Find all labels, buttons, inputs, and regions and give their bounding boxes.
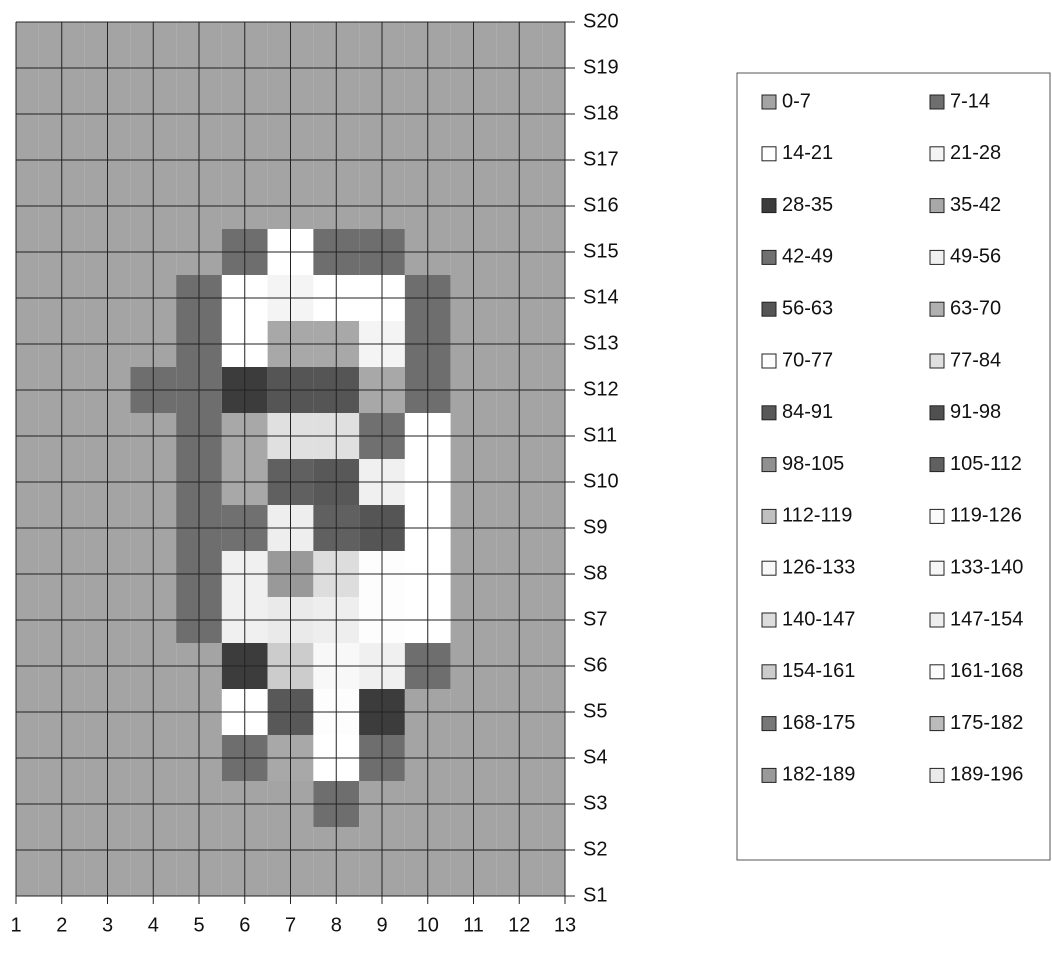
y-tick-label: S15 [583,240,619,262]
y-tick-label: S5 [583,700,607,722]
legend-label: 182-189 [782,764,855,786]
y-tick-label: S14 [583,286,619,308]
y-tick-label: S12 [583,378,619,400]
y-tick-label: S13 [583,332,619,354]
legend-label: 35-42 [950,194,1001,216]
y-tick-label: S10 [583,470,619,492]
legend-swatch [929,716,945,732]
legend-swatch [929,767,945,783]
y-tick-label: S16 [583,194,619,216]
y-tick-label: S1 [583,884,607,906]
legend-label: 42-49 [782,246,833,268]
legend-swatch [761,767,777,783]
legend-label: 154-161 [782,660,855,682]
legend-swatch [929,457,945,473]
legend-swatch [761,457,777,473]
y-tick-label: S2 [583,838,607,860]
legend-label: 77-84 [950,349,1001,371]
legend-label: 126-133 [782,556,855,578]
legend-label: 98-105 [782,453,844,475]
x-tick-label: 4 [148,914,159,936]
legend-label: 147-154 [950,608,1023,630]
x-tick-label: 3 [102,914,113,936]
y-tick-label: S6 [583,654,607,676]
legend-label: 133-140 [950,556,1023,578]
legend-swatch [929,405,945,421]
legend-label: 56-63 [782,297,833,319]
x-tick-label: 5 [193,914,204,936]
legend-label: 161-168 [950,660,1023,682]
contour-cell [542,873,565,896]
legend-label: 21-28 [950,142,1001,164]
legend-swatch [929,612,945,628]
legend-swatch [761,198,777,214]
legend-label: 84-91 [782,401,833,423]
legend-swatch [761,94,777,110]
legend-swatch [929,198,945,214]
legend-label: 112-119 [782,505,852,527]
legend-swatch [761,612,777,628]
contour-cell [16,873,39,896]
legend-label: 14-21 [782,142,833,164]
legend-swatch [929,560,945,576]
y-tick-label: S9 [583,516,607,538]
legend-label: 168-175 [782,712,855,734]
legend-swatch [761,146,777,162]
y-tick-label: S19 [583,56,619,78]
legend-label: 49-56 [950,246,1001,268]
legend-swatch [761,249,777,265]
x-tick-label: 6 [239,914,250,936]
x-tick-label: 13 [554,914,576,936]
legend-swatch [761,405,777,421]
x-tick-label: 1 [10,914,21,936]
legend-label: 7-14 [950,90,990,112]
legend-label: 70-77 [782,349,833,371]
legend-swatch [929,664,945,680]
y-tick-label: S3 [583,792,607,814]
legend-swatch [929,94,945,110]
legend-label: 119-126 [950,505,1022,527]
legend-swatch [761,353,777,369]
y-tick-label: S11 [583,424,617,446]
y-tick-label: S8 [583,562,607,584]
legend-label: 91-98 [950,401,1001,423]
legend-label: 140-147 [782,608,855,630]
x-tick-label: 8 [331,914,342,936]
y-tick-label: S17 [583,148,619,170]
legend-swatch [929,249,945,265]
legend-swatch [761,560,777,576]
legend-swatch [761,301,777,317]
x-tick-label: 12 [508,914,530,936]
y-tick-label: S20 [583,10,619,32]
legend-swatch [929,146,945,162]
legend-label: 0-7 [782,90,811,112]
legend-box [736,72,1051,861]
legend-label: 105-112 [950,453,1022,475]
x-tick-label: 7 [285,914,296,936]
contour-cell [542,22,565,45]
legend-swatch [929,508,945,524]
legend-label: 63-70 [950,297,1001,319]
y-tick-label: S4 [583,746,607,768]
y-tick-label: S7 [583,608,607,630]
legend-swatch [929,353,945,369]
legend-label: 189-196 [950,764,1023,786]
legend-label: 28-35 [782,194,833,216]
y-tick-label: S18 [583,102,619,124]
x-tick-label: 2 [56,914,67,936]
legend-swatch [761,508,777,524]
legend-swatch [761,664,777,680]
contour-cell [16,22,39,45]
legend-label: 175-182 [950,712,1023,734]
legend-swatch [929,301,945,317]
legend-swatch [761,716,777,732]
x-tick-label: 10 [417,914,439,936]
x-tick-label: 9 [376,914,387,936]
x-tick-label: 11 [463,914,484,936]
